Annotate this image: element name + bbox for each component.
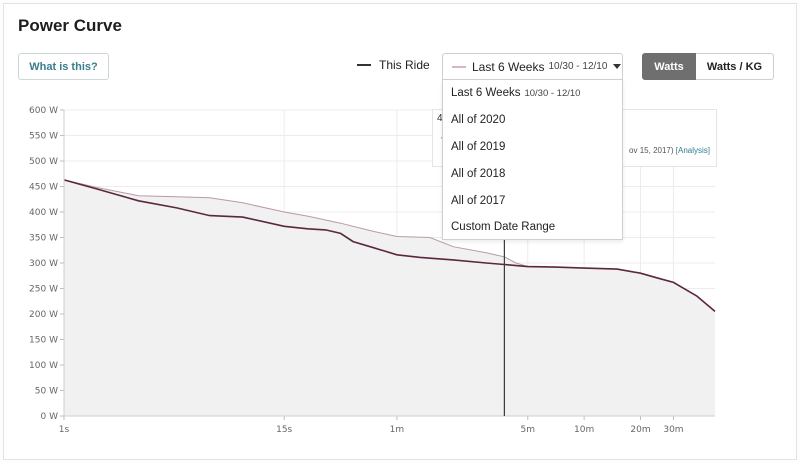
chart-lines	[63, 179, 716, 313]
y-tick-label: 550 W	[29, 132, 58, 142]
dropdown-item-last-6-weeks[interactable]: Last 6 Weeks 10/30 - 12/10	[443, 80, 622, 107]
y-tick-label: 500 W	[29, 157, 58, 167]
dropdown-item-2018[interactable]: All of 2018	[443, 160, 622, 187]
dropdown-item-label: All of 2018	[451, 167, 506, 180]
date-range-dropdown: Last 6 Weeks 10/30 - 12/10 All of 2020 A…	[442, 79, 623, 240]
tooltip-analysis: ov 15, 2017) [Analysis]	[629, 146, 710, 155]
chart-area	[64, 179, 715, 416]
y-tick-label: 100 W	[29, 361, 58, 371]
y-axis: 0 W 50 W 100 W 150 W 200 W 250 W 300 W 350 W 400…	[29, 106, 65, 422]
x-tick-label: 20m	[630, 425, 650, 435]
y-tick-label: 200 W	[29, 310, 58, 320]
dropdown-item-2019[interactable]: All of 2019	[443, 134, 622, 161]
what-is-this-button[interactable]: What is this?	[18, 53, 109, 80]
y-tick-label: 0 W	[41, 412, 59, 422]
legend-swatch	[357, 64, 371, 66]
range-select-sub: 10/30 - 12/10	[548, 61, 608, 72]
y-tick-label: 50 W	[35, 387, 58, 397]
x-axis: 1s 15s 1m 5m 10m 20m 30m	[59, 415, 715, 435]
watts-per-kg-button[interactable]: Watts / KG	[696, 53, 774, 80]
legend: This Ride	[357, 58, 430, 72]
x-tick-label: 5m	[521, 425, 536, 435]
series-line-this-ride	[63, 179, 716, 313]
dropdown-item-label: Last 6 Weeks	[451, 87, 521, 100]
dropdown-item-2020[interactable]: All of 2020	[443, 107, 622, 134]
dropdown-item-label: Custom Date Range	[451, 221, 556, 234]
watts-button[interactable]: Watts	[642, 53, 696, 80]
x-tick-label: 30m	[663, 425, 683, 435]
y-tick-label: 400 W	[29, 208, 58, 218]
analysis-link[interactable]: [Analysis]	[675, 146, 710, 155]
dropdown-item-sub: 10/30 - 12/10	[524, 87, 581, 99]
dropdown-item-2017[interactable]: All of 2017	[443, 187, 622, 214]
range-select-label: Last 6 Weeks	[472, 59, 545, 74]
y-tick-label: 150 W	[29, 336, 58, 346]
x-tick-label: 1m	[390, 425, 405, 435]
dropdown-item-custom-range[interactable]: Custom Date Range	[443, 214, 622, 241]
unit-toggle: Watts Watts / KG	[642, 53, 774, 80]
x-tick-label: 15s	[276, 425, 292, 435]
chevron-down-icon	[613, 64, 622, 69]
legend-label: This Ride	[379, 58, 430, 72]
dropdown-item-label: All of 2020	[451, 114, 506, 127]
tooltip-date: ov 15, 2017)	[629, 146, 674, 155]
y-tick-label: 450 W	[29, 183, 58, 193]
date-range-select[interactable]: Last 6 Weeks 10/30 - 12/10	[442, 53, 623, 80]
y-tick-label: 250 W	[29, 285, 58, 295]
tooltip-value: 4	[437, 113, 443, 124]
y-tick-label: 600 W	[29, 106, 58, 116]
x-tick-label: 1s	[59, 425, 70, 435]
dropdown-item-label: All of 2019	[451, 140, 506, 153]
page-title: Power Curve	[18, 16, 122, 35]
comparison-area	[64, 179, 715, 416]
y-tick-label: 300 W	[29, 259, 58, 269]
y-tick-label: 350 W	[29, 234, 58, 244]
dropdown-item-label: All of 2017	[451, 194, 506, 207]
comparison-swatch	[452, 65, 466, 68]
x-tick-label: 10m	[574, 425, 594, 435]
